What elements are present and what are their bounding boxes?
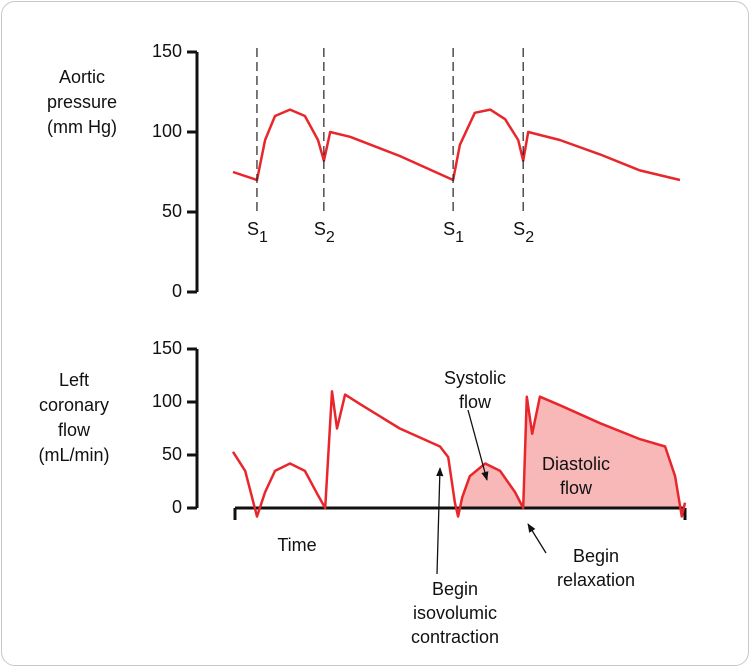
annotation: Diastolic xyxy=(542,454,610,474)
y-tick-label: 50 xyxy=(162,444,182,464)
marker-subscript: 2 xyxy=(525,229,534,246)
marker-label: S1 xyxy=(247,219,268,246)
y-tick-label: 50 xyxy=(162,201,182,221)
y-tick-label: 100 xyxy=(152,121,182,141)
y-axis-label: (mm Hg) xyxy=(47,117,117,137)
annotation: flow xyxy=(560,478,593,498)
annotation: flow xyxy=(459,392,492,412)
y-axis-label: flow xyxy=(58,420,91,440)
marker-subscript: 1 xyxy=(259,229,268,246)
marker-letter: S xyxy=(443,219,455,239)
marker-letter: S xyxy=(314,219,326,239)
y-tick-label: 100 xyxy=(152,391,182,411)
marker-letter: S xyxy=(513,219,525,239)
arrow xyxy=(527,523,547,554)
marker-label: S2 xyxy=(513,219,534,246)
y-tick-label: 150 xyxy=(152,41,182,61)
annotation: relaxation xyxy=(557,570,635,590)
x-axis-label: Time xyxy=(277,535,316,555)
y-axis-label: Left xyxy=(59,370,89,390)
shaded-area xyxy=(458,396,685,517)
y-tick-label: 0 xyxy=(172,497,182,517)
y-axis-label: pressure xyxy=(47,92,117,112)
marker-letter: S xyxy=(247,219,259,239)
line xyxy=(232,108,681,182)
marker-label: S2 xyxy=(314,219,335,246)
annotation: Begin xyxy=(573,546,619,566)
y-axis-label: (mL/min) xyxy=(39,445,110,465)
marker-label: S1 xyxy=(443,219,464,246)
line xyxy=(231,390,687,518)
y-tick-label: 0 xyxy=(172,281,182,301)
y-tick-label: 150 xyxy=(152,338,182,358)
annotation: isovolumic xyxy=(413,603,497,623)
annotation: Begin xyxy=(432,579,478,599)
marker-subscript: 1 xyxy=(455,229,464,246)
y-axis-label: coronary xyxy=(39,395,109,415)
arrow xyxy=(467,409,489,481)
arrow xyxy=(436,467,444,575)
annotation: Systolic xyxy=(444,368,506,388)
y-axis-label: Aortic xyxy=(59,67,105,87)
annotation: contraction xyxy=(411,627,499,647)
marker-subscript: 2 xyxy=(326,229,335,246)
